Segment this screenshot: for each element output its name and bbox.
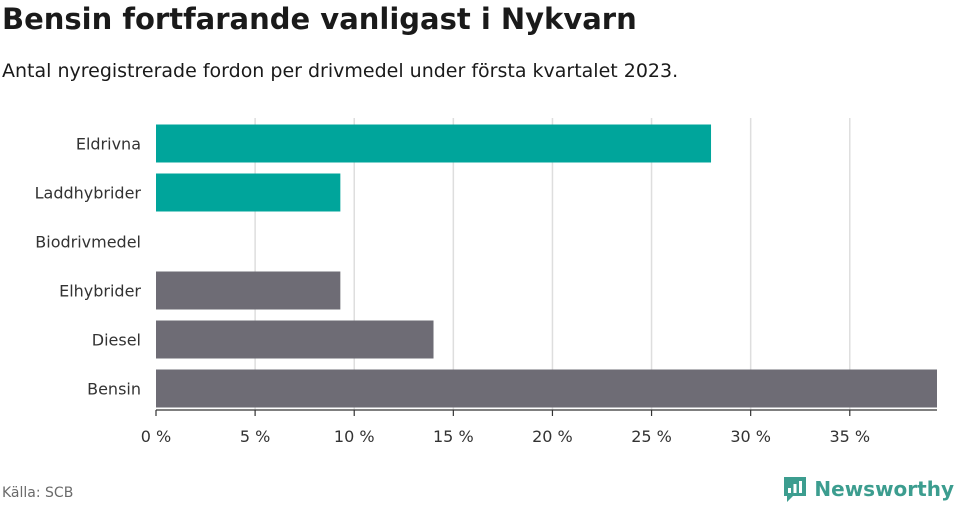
x-tick-label: 35 % bbox=[829, 427, 870, 446]
x-tick-label: 5 % bbox=[240, 427, 270, 446]
category-label: Bensin bbox=[87, 380, 141, 399]
bar-eldrivna bbox=[156, 124, 712, 163]
x-tick-label: 0 % bbox=[141, 427, 171, 446]
category-label: Laddhybrider bbox=[35, 184, 142, 203]
brand-logo: Newsworthy bbox=[782, 474, 954, 504]
chart-subtitle: Antal nyregistrerade fordon per drivmede… bbox=[2, 60, 679, 82]
x-tick-label: 20 % bbox=[532, 427, 573, 446]
newsworthy-logo-icon bbox=[784, 477, 807, 502]
bar-elhybrider bbox=[156, 271, 341, 310]
x-tick-label: 25 % bbox=[631, 427, 672, 446]
bar-chart: Eldrivna Laddhybrider Biodrivmedel Elhybrid… bbox=[35, 118, 937, 446]
brand-name: Newsworthy bbox=[814, 477, 954, 501]
x-tick-label: 15 % bbox=[433, 427, 474, 446]
category-label: Elhybrider bbox=[59, 282, 141, 301]
category-label: Eldrivna bbox=[76, 135, 141, 154]
chart-title: Bensin fortfarande vanligast i Nykvarn bbox=[2, 2, 637, 36]
category-label: Diesel bbox=[92, 331, 141, 350]
category-label: Biodrivmedel bbox=[35, 233, 141, 252]
bar-diesel bbox=[156, 320, 434, 359]
x-tick-label: 30 % bbox=[730, 427, 771, 446]
x-tick-label: 10 % bbox=[334, 427, 375, 446]
bar-laddhybrider bbox=[156, 173, 341, 212]
source-note: Källa: SCB bbox=[2, 485, 74, 501]
bar-bensin bbox=[156, 369, 937, 408]
